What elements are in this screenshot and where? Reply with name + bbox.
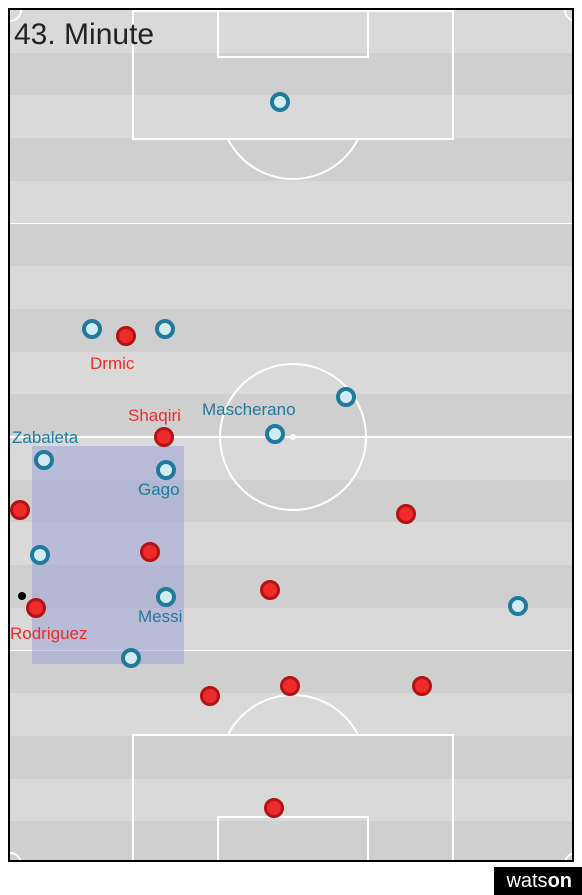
player-red bbox=[140, 542, 160, 562]
player-red bbox=[396, 504, 416, 524]
pitch-stripe bbox=[10, 224, 572, 267]
player-blue bbox=[336, 387, 356, 407]
bottom-penalty-box bbox=[452, 734, 454, 862]
player-blue bbox=[156, 587, 176, 607]
player-blue bbox=[270, 92, 290, 112]
top-six-yard-box bbox=[367, 10, 369, 58]
pitch-stripe bbox=[10, 95, 572, 138]
top-penalty-box bbox=[452, 10, 454, 140]
pitch-stripe bbox=[10, 736, 572, 779]
player-label: Zabaleta bbox=[12, 428, 78, 448]
player-blue bbox=[82, 319, 102, 339]
player-red bbox=[200, 686, 220, 706]
player-red bbox=[280, 676, 300, 696]
ball bbox=[18, 592, 26, 600]
top-six-yard-box bbox=[217, 10, 219, 58]
pitch-stripe bbox=[10, 266, 572, 309]
penalty-arc-circle bbox=[219, 694, 367, 734]
penalty-arc bbox=[219, 694, 367, 734]
player-red bbox=[260, 580, 280, 600]
minute-title: 43. Minute bbox=[14, 18, 154, 52]
player-blue bbox=[121, 648, 141, 668]
player-blue bbox=[265, 424, 285, 444]
bottom-penalty-box bbox=[132, 734, 454, 736]
pitch-stripe bbox=[10, 53, 572, 96]
player-label: Messi bbox=[138, 607, 182, 627]
player-blue bbox=[30, 545, 50, 565]
pitch bbox=[8, 8, 574, 862]
penalty-arc-circle bbox=[219, 140, 367, 180]
player-label: Gago bbox=[138, 480, 180, 500]
pitch-stripe bbox=[10, 779, 572, 822]
top-six-yard-box bbox=[217, 56, 369, 58]
player-red bbox=[10, 500, 30, 520]
player-blue bbox=[34, 450, 54, 470]
player-red bbox=[412, 676, 432, 696]
player-label: Mascherano bbox=[202, 400, 296, 420]
player-label: Drmic bbox=[90, 354, 134, 374]
player-red bbox=[154, 427, 174, 447]
player-red bbox=[26, 598, 46, 618]
watson-logo: watson bbox=[494, 867, 582, 895]
bottom-six-yard-box bbox=[217, 816, 369, 818]
player-label: Shaqiri bbox=[128, 406, 181, 426]
center-dot bbox=[290, 434, 296, 440]
player-blue bbox=[155, 319, 175, 339]
player-blue bbox=[156, 460, 176, 480]
logo-part2: on bbox=[548, 871, 572, 891]
player-label: Rodriguez bbox=[10, 624, 88, 644]
player-red bbox=[116, 326, 136, 346]
pitch-stripe bbox=[10, 821, 572, 862]
bottom-six-yard-box bbox=[367, 816, 369, 862]
pitch-stripe bbox=[10, 181, 572, 224]
bottom-six-yard-box bbox=[217, 816, 219, 862]
top-six-yard-box bbox=[217, 10, 369, 12]
penalty-arc bbox=[219, 140, 367, 180]
player-blue bbox=[508, 596, 528, 616]
bottom-penalty-box bbox=[132, 734, 134, 862]
player-red bbox=[264, 798, 284, 818]
logo-part1: wats bbox=[506, 871, 547, 891]
